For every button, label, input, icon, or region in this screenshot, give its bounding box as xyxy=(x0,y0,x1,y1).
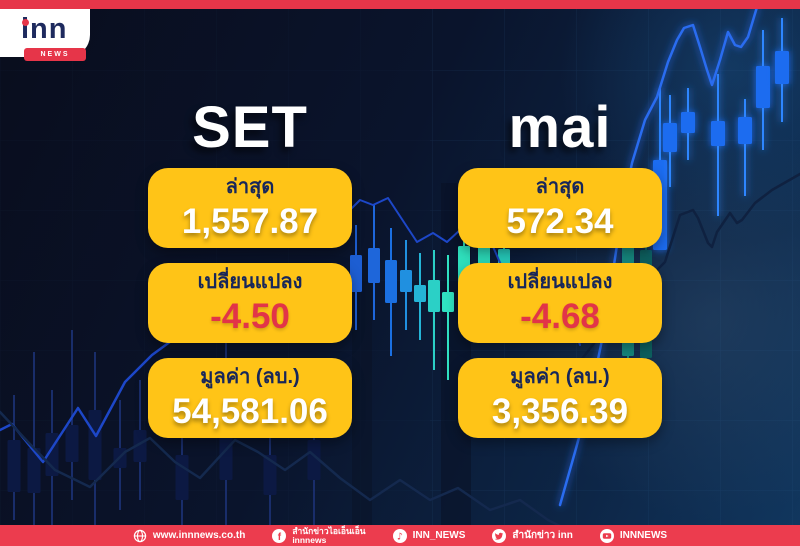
facebook-link[interactable]: f สำนักข่าวไอเอ็นเอ็น innnews xyxy=(272,525,366,545)
mai-latest-box: ล่าสุด 572.34 xyxy=(458,168,662,248)
youtube-icon xyxy=(599,528,614,543)
twitter-icon xyxy=(492,528,507,543)
website-label: www.innnews.co.th xyxy=(152,530,246,541)
twitter-link[interactable]: สำนักข่าว inn xyxy=(492,528,573,543)
set-column: SET ล่าสุด 1,557.87 เปลี่ยนแปลง -4.50 มู… xyxy=(148,86,352,453)
stat-value: 54,581.06 xyxy=(172,391,328,431)
set-change-box: เปลี่ยนแปลง -4.50 xyxy=(148,263,352,343)
svg-text:♪: ♪ xyxy=(397,531,403,542)
stat-value: 1,557.87 xyxy=(181,201,319,241)
set-turnover-box: มูลค่า (ลบ.) 54,581.06 xyxy=(148,358,352,438)
svg-text:f: f xyxy=(278,532,282,543)
stat-label: ล่าสุด xyxy=(535,175,585,198)
website-link[interactable]: www.innnews.co.th xyxy=(133,529,245,543)
logo-dot-icon xyxy=(22,19,29,26)
top-red-strip xyxy=(0,0,800,9)
tiktok-label: INN_NEWS xyxy=(412,530,466,541)
stat-value: 3,356.39 xyxy=(491,391,629,431)
stat-value: -4.50 xyxy=(210,296,290,336)
youtube-label: INNNEWS xyxy=(619,530,668,541)
inn-news-logo: inn NEWS xyxy=(0,9,90,61)
logo-wordmark: inn xyxy=(21,13,68,45)
facebook-icon: f xyxy=(272,528,287,543)
set-title: SET xyxy=(192,94,308,160)
tiktok-link[interactable]: ♪ INN_NEWS xyxy=(392,528,466,543)
set-latest-box: ล่าสุด 1,557.87 xyxy=(148,168,352,248)
stat-value: -4.68 xyxy=(520,296,600,336)
twitter-label: สำนักข่าว inn xyxy=(512,530,573,541)
stat-label: ล่าสุด xyxy=(225,175,275,198)
stat-label: เปลี่ยนแปลง xyxy=(197,270,303,293)
youtube-link[interactable]: INNNEWS xyxy=(599,528,668,543)
mai-turnover-box: มูลค่า (ลบ.) 3,356.39 xyxy=(458,358,662,438)
globe-icon xyxy=(133,529,147,542)
stat-value: 572.34 xyxy=(506,201,614,241)
facebook-labels: สำนักข่าวไอเอ็นเอ็น innnews xyxy=(292,525,366,545)
facebook-label: สำนักข่าวไอเอ็นเอ็น xyxy=(292,525,366,536)
stat-label: มูลค่า (ลบ.) xyxy=(510,365,610,388)
logo-news-banner: NEWS xyxy=(24,48,86,61)
mai-title: mai xyxy=(508,94,612,160)
stat-label: เปลี่ยนแปลง xyxy=(507,270,613,293)
mai-column: mai ล่าสุด 572.34 เปลี่ยนแปลง -4.68 มูลค… xyxy=(458,86,662,453)
tiktok-icon: ♪ xyxy=(392,528,407,543)
stat-label: มูลค่า (ลบ.) xyxy=(200,365,300,388)
footer-bar: www.innnews.co.th f สำนักข่าวไอเอ็นเอ็น … xyxy=(0,525,800,546)
facebook-handle: innnews xyxy=(292,534,327,545)
mai-change-box: เปลี่ยนแปลง -4.68 xyxy=(458,263,662,343)
